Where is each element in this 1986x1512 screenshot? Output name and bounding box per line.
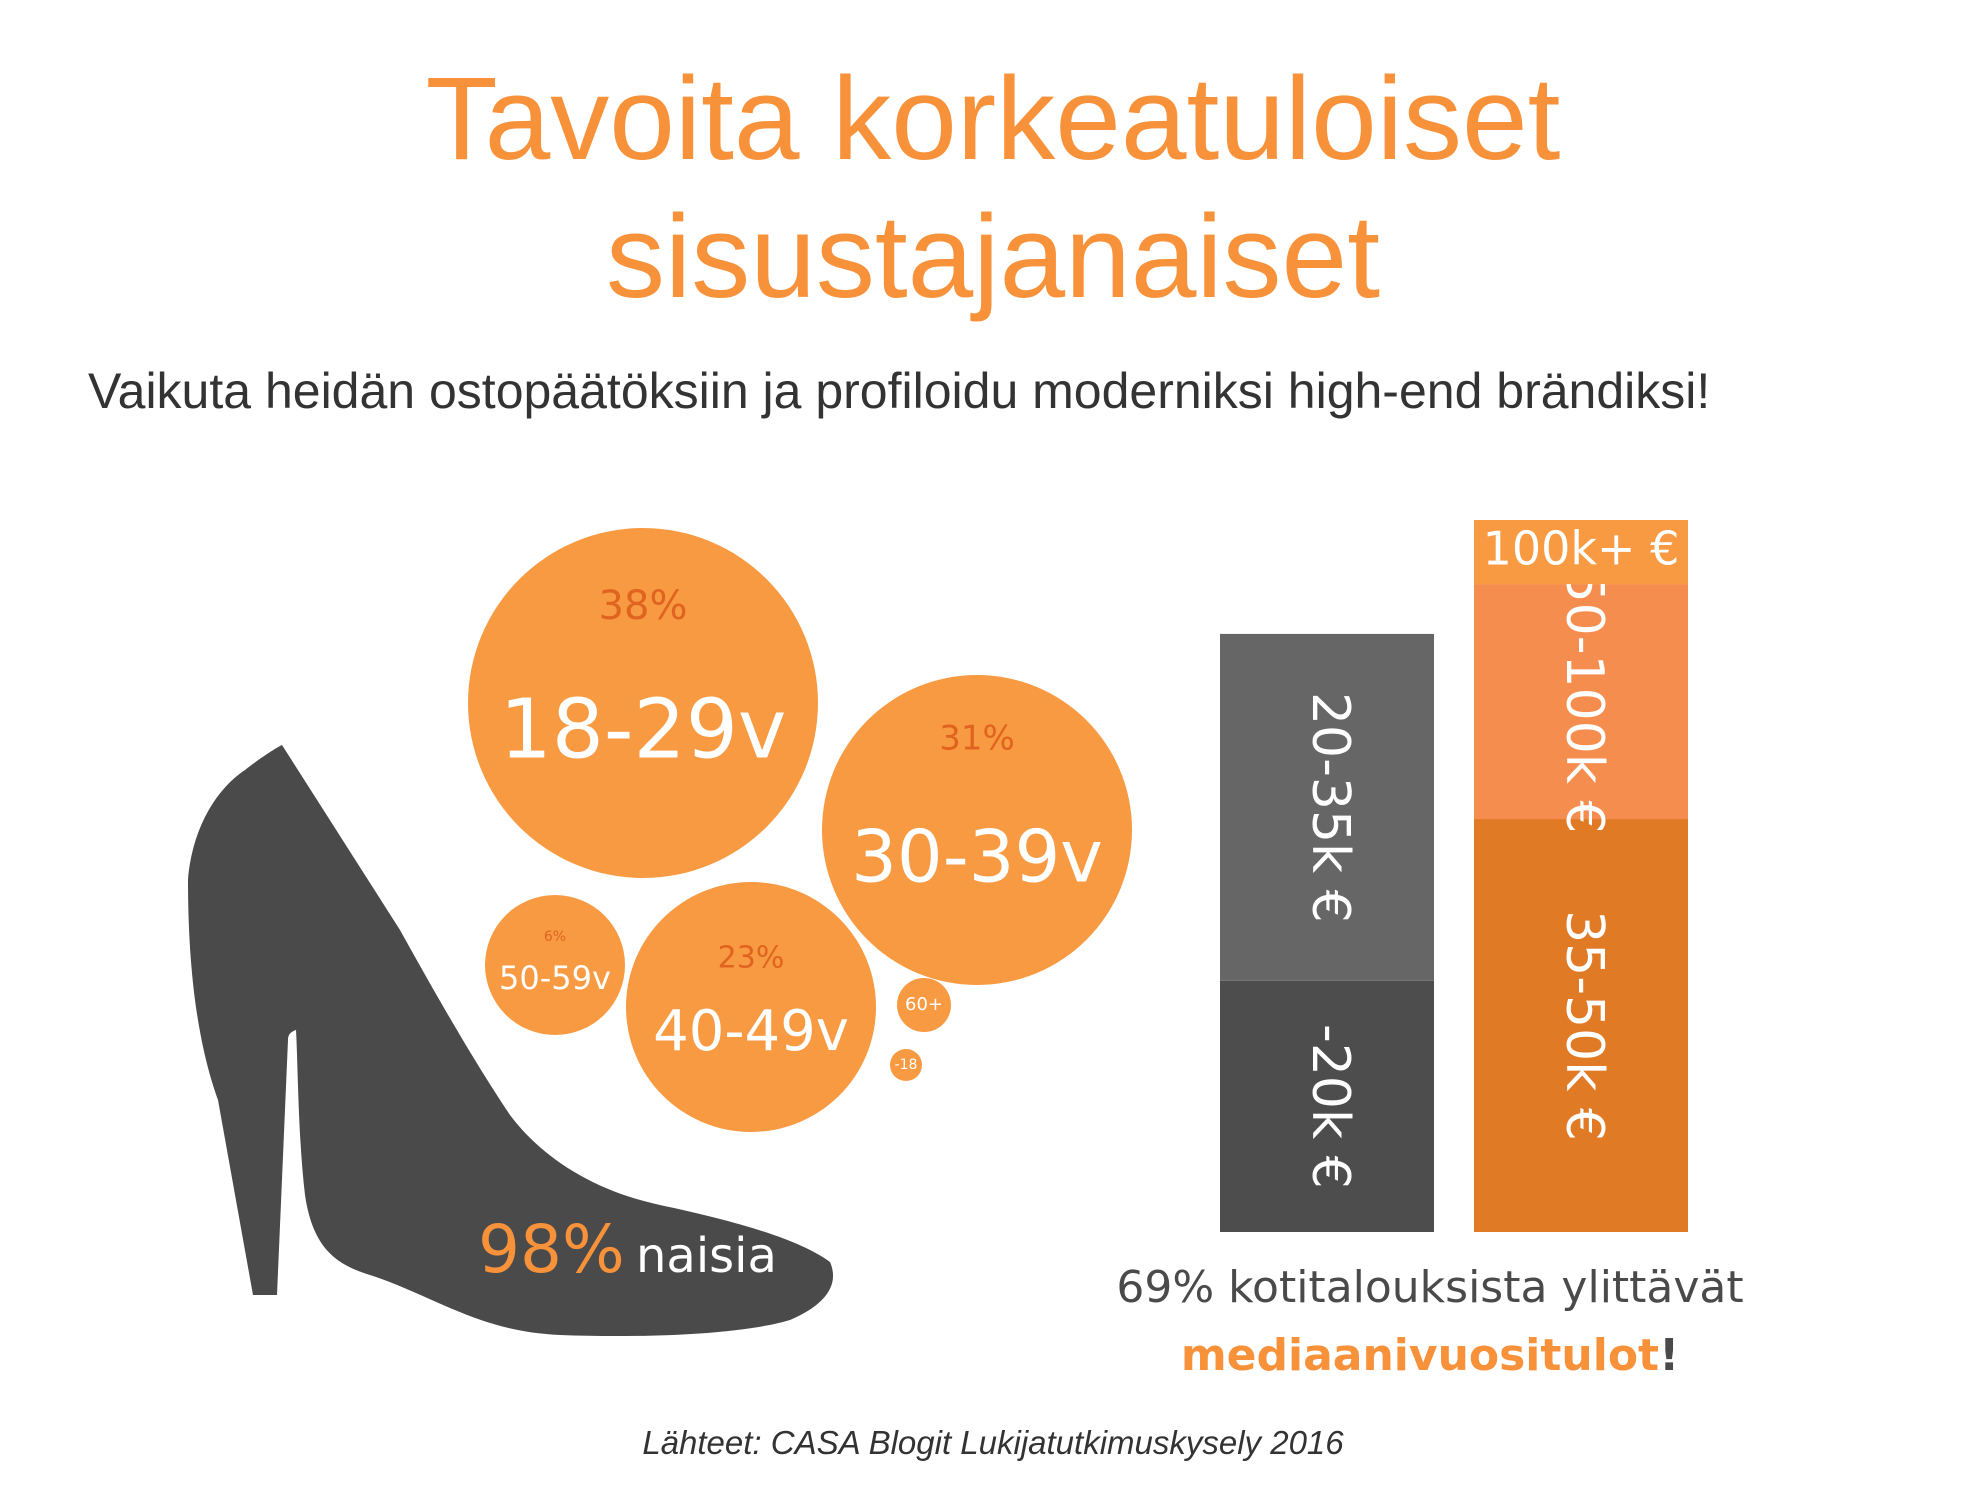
bubble-percent-label: 31% [939, 719, 1015, 759]
bar-segment-label: 35-50k € [1554, 910, 1614, 1141]
bubble-age-label: 40-49v [653, 999, 849, 1064]
bar-segment [1474, 520, 1688, 585]
bubble-50-59v [485, 895, 625, 1035]
shoe-percent: 98% [478, 1211, 625, 1288]
caption-suffix: ! [1659, 1330, 1680, 1381]
bubble-age-label: 30-39v [851, 815, 1103, 899]
bubble-age-label: 60+ [905, 994, 943, 1015]
bar-segment [1220, 633, 1434, 981]
title-line-2: sisustajanaiset [606, 191, 1380, 323]
shoe-label: naisia [636, 1228, 777, 1284]
bubble-60 [897, 978, 951, 1032]
bubble-18-29v [468, 528, 818, 878]
bubble-percent-label: 6% [544, 929, 566, 945]
bar-segment [1474, 819, 1688, 1232]
bar-segment [1474, 584, 1688, 820]
caption-line-2: mediaanivuositulot! [1090, 1330, 1770, 1381]
caption-line-1: 69% kotitalouksista ylittävät [1116, 1262, 1744, 1313]
bubble-age-label: -18 [895, 1057, 918, 1073]
age-bubbles: 38% 18-29v 31% 30-39v 23% 40-49v 6% 50-59v 60+ -1… [468, 528, 1132, 1132]
bar-segment-label: 20-35k € [1300, 692, 1360, 923]
bubble-40-49v [626, 882, 876, 1132]
caption-highlight: mediaanivuositulot [1180, 1330, 1660, 1381]
bar-segment-label: -20k € [1300, 1024, 1360, 1189]
bar-segment-label: 50-100k € [1554, 570, 1614, 834]
bubble-30-39v [822, 675, 1132, 985]
bubble-percent-label: 23% [718, 941, 785, 976]
bubble-percent-label: 38% [599, 583, 688, 629]
subtitle: Vaikuta heidän ostopäätöksiin ja profilo… [88, 363, 1711, 419]
high-heel-shoe-icon [188, 745, 834, 1337]
bubble-age-label: 18-29v [500, 682, 787, 777]
title-line-1: Tavoita korkeatuloiset [425, 53, 1561, 185]
bar-segment-label: 100k+ € [1483, 522, 1680, 576]
source-note: Lähteet: CASA Blogit Lukijatutkimuskysel… [642, 1424, 1344, 1461]
income-bars: -20k € 20-35k € 35-50k € 50-100k €100k+ € [1220, 520, 1688, 1232]
bubble-age-label: 50-59v [499, 959, 611, 997]
bar-segment [1220, 980, 1434, 1232]
bubble-18 [890, 1049, 922, 1081]
